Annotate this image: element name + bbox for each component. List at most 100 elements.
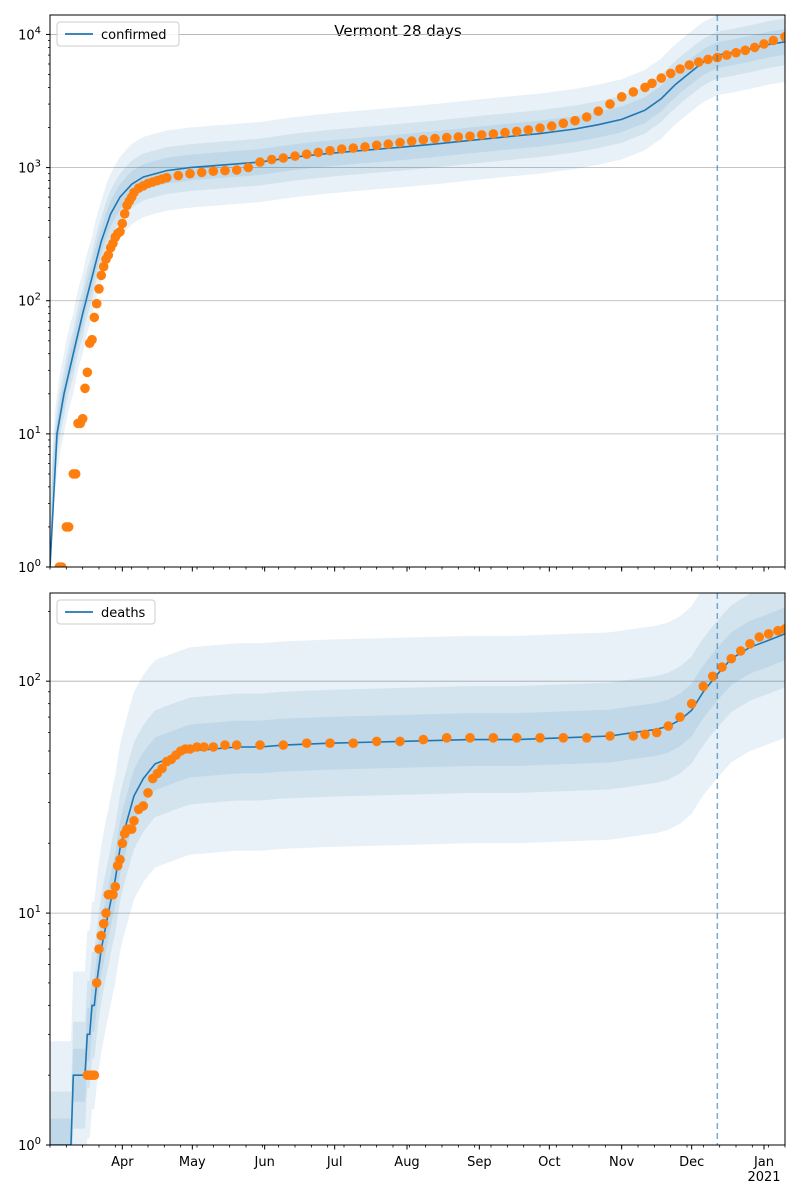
y-tick-label: 102 <box>18 292 41 310</box>
observed-point <box>98 918 109 929</box>
observed-point <box>243 162 254 173</box>
observed-point <box>465 733 475 743</box>
model-series-line <box>50 41 785 567</box>
legend-label: deaths <box>101 606 146 621</box>
observed-point <box>675 712 685 722</box>
observed-point <box>763 629 774 639</box>
observed-point <box>348 143 359 153</box>
observed-point <box>656 73 667 83</box>
observed-point <box>96 930 107 941</box>
observed-point <box>605 731 615 741</box>
observed-point <box>707 671 718 682</box>
observed-point <box>628 731 639 741</box>
observed-point <box>278 740 289 750</box>
axes-frame <box>49 592 786 1146</box>
observed-point <box>558 118 569 129</box>
observed-point <box>115 226 125 237</box>
observed-point <box>255 157 265 167</box>
observed-point <box>731 47 741 58</box>
observed-point <box>63 522 74 532</box>
observed-point <box>523 125 534 135</box>
observed-point <box>581 733 592 743</box>
observed-point <box>325 145 335 156</box>
observed-point <box>581 112 592 122</box>
observed-point <box>196 167 207 178</box>
observed-point <box>82 367 93 378</box>
observed-point <box>698 681 709 692</box>
observed-point <box>418 134 429 145</box>
legend-box <box>56 599 156 625</box>
observed-point <box>605 99 615 109</box>
observed-point <box>103 250 114 260</box>
observed-point <box>780 624 785 634</box>
observed-point <box>94 944 104 954</box>
observed-point <box>395 736 405 747</box>
observed-point <box>570 115 580 126</box>
observed-point <box>453 132 464 142</box>
y-tick-label: 100 <box>18 1136 41 1154</box>
observed-point <box>77 413 88 424</box>
observed-point <box>768 35 779 46</box>
observed-point <box>173 170 184 181</box>
x-tick-label: May <box>179 1155 206 1170</box>
observed-point <box>313 147 324 158</box>
observed-point <box>735 646 746 656</box>
observed-point <box>651 727 662 738</box>
observed-point <box>91 298 102 309</box>
observed-point <box>98 261 109 272</box>
y-tick-label: 104 <box>18 25 41 43</box>
observed-point <box>80 383 90 394</box>
observed-point <box>126 824 137 834</box>
observed-point <box>208 166 219 176</box>
x-tick-label: Apr <box>111 1155 134 1170</box>
observed-point <box>740 45 751 56</box>
observed-point <box>511 126 522 137</box>
x-tick-label: Oct <box>538 1155 560 1170</box>
observed-point <box>593 106 604 116</box>
observed-point <box>108 889 118 900</box>
observed-point <box>745 639 755 649</box>
observed-point <box>94 284 104 294</box>
x-tick-label: Sep <box>467 1155 492 1170</box>
observed-point <box>143 788 153 798</box>
y-tick-label: 103 <box>18 159 41 177</box>
legend: confirmed <box>56 21 180 47</box>
y-tick-label: 101 <box>18 904 41 922</box>
x-tick-label: Dec <box>679 1155 704 1170</box>
observed-point <box>418 734 429 745</box>
x-tick-label: Jan <box>753 1155 774 1170</box>
y-tick-label: 102 <box>18 672 41 690</box>
x-tick-label: 2021 <box>747 1170 780 1185</box>
confidence-band-2 <box>50 18 785 567</box>
observed-point <box>89 312 100 323</box>
observed-point <box>726 653 737 664</box>
confirmed-panel: 100 101 102 103 104 confirmed <box>18 14 786 576</box>
x-tick-label: Nov <box>609 1155 635 1170</box>
deaths-panel: 100 101 102 Apr May Jun Jul Aug Sep Oct Nov Dec Jan2… <box>18 592 786 1185</box>
observed-point <box>395 137 405 148</box>
observed-point <box>703 54 713 65</box>
confidence-band-2 <box>50 593 785 1145</box>
observed-point <box>220 740 230 750</box>
observed-point <box>476 130 487 140</box>
observed-point <box>96 270 107 281</box>
observed-point <box>371 140 382 151</box>
observed-point <box>56 562 67 567</box>
observed-point <box>558 733 569 743</box>
observed-point <box>157 763 167 774</box>
y-tick-label: 100 <box>18 558 41 576</box>
observed-point <box>441 132 452 143</box>
observed-point <box>70 469 81 479</box>
observed-point <box>383 139 394 149</box>
observed-point <box>192 742 202 752</box>
observed-point <box>101 908 111 918</box>
observed-point <box>231 740 242 750</box>
plot-area <box>50 15 785 567</box>
observed-point <box>759 39 769 49</box>
observed-point <box>406 136 417 146</box>
axes-frame <box>49 14 786 568</box>
observed-point <box>87 334 97 345</box>
observed-point <box>231 165 242 175</box>
observed-point <box>278 153 289 163</box>
